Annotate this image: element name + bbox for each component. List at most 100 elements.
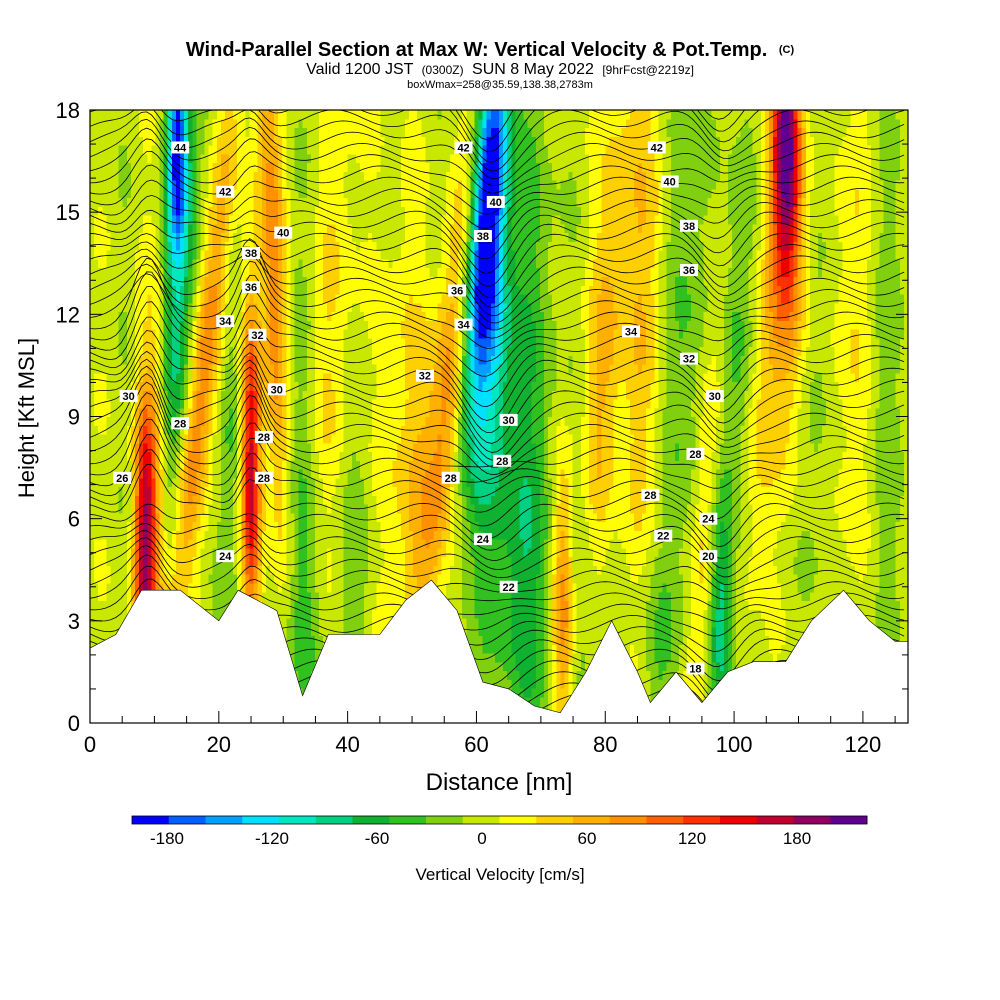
theta-isentrope [90,365,905,468]
colorbar-tick-label: -120 [255,829,289,848]
x-axis-label: Distance [nm] [426,769,573,796]
theta-isentrope [90,138,905,215]
y-tick-label: 6 [68,507,80,532]
theta-label: 24 [473,533,492,546]
theta-isentrope [90,164,905,244]
theta-label: 28 [641,488,660,502]
theta-isentrope [90,301,905,408]
theta-label: 26 [113,471,132,485]
theta-label: 36 [448,284,467,297]
theta-isentrope [90,316,905,421]
theta-label: 28 [493,454,512,468]
theta-label: 28 [686,447,705,461]
colorbar-swatch [426,816,464,824]
y-axis-label: Height [Kft MSL] [14,338,39,498]
colorbar-swatch [609,816,647,824]
theta-isentrope [90,373,905,476]
theta-isentrope [90,404,905,489]
theta-isentrope [90,110,905,180]
y-tick-label: 3 [68,609,80,634]
theta-isentrope [90,271,905,377]
subtitle-forecast: [9hrFcst@2219z] [602,63,694,77]
y-tick-label: 18 [56,98,80,123]
theta-isentrope [90,530,905,585]
theta-label: 30 [267,383,286,396]
theta-isentrope [90,522,905,578]
theta-isentrope [90,514,905,569]
theta-label: 36 [242,281,261,294]
svg-text:Valid 1200 JST (0300Z): Valid 1200 JST (0300Z) SUN 8 May 2022 [9… [306,61,694,78]
theta-isentrope [90,222,905,299]
colorbar-swatch [132,816,170,824]
colorbar-swatch [279,816,317,824]
theta-isentrope [90,463,905,548]
theta-label: 20 [699,550,718,563]
theta-isentrope [90,194,905,274]
colorbar-swatch [793,816,831,824]
theta-label: 34 [216,315,235,328]
x-axis: 0 20 40 60 80 100 120 [84,711,896,757]
subtitle-boxwmax: boxWmax=258@35.59,138.38,2783m [407,79,593,91]
theta-isentrope [90,238,905,331]
theta-label: 44 [171,141,190,154]
colorbar-swatch [462,816,500,824]
theta-isentrope [90,503,905,559]
theta-isentrope [90,118,905,194]
theta-label: 34 [454,318,473,332]
colorbar-tick-label: 0 [477,829,486,848]
colorbar-swatch [830,816,868,824]
y-tick-label: 12 [56,302,80,327]
colorbar-swatch [720,816,758,824]
colorbar-tick-label: 120 [678,829,706,848]
theta-isentrope [90,260,905,349]
theta-label: 42 [647,141,666,154]
theta-isentrope [455,110,746,152]
colorbar-swatch [315,816,353,824]
x-tick-label: 120 [845,732,882,757]
theta-label: 22 [654,529,673,543]
theta-isentrope [460,110,734,141]
theta-label: 30 [705,390,724,403]
x-tick-label: 80 [593,732,617,757]
theta-label: 24 [699,512,718,526]
colorbar-swatch [242,816,280,824]
subtitle-utc: (0300Z) [422,63,464,77]
theta-isentrope [90,285,905,392]
theta-isentrope [90,554,905,610]
colorbar-swatch [756,816,794,824]
theta-isentrope [90,110,905,172]
colorbar-swatch [499,816,537,824]
theta-label: 42 [454,141,473,154]
theta-label: 38 [242,247,261,260]
theta-isentrope [90,350,905,453]
svg-text:Wind-Parallel Section at Max W: Wind-Parallel Section at Max W: Vertical… [186,39,795,61]
chart-title: Wind-Parallel Section at Max W: Vertical… [186,39,767,61]
y-tick-label: 9 [68,405,80,430]
y-tick-label: 0 [68,711,80,736]
theta-label: 40 [486,195,505,209]
theta-isentrope [90,330,905,433]
theta-label: 28 [171,417,190,430]
theta-isentrope [267,110,869,163]
theta-isentrope [90,341,905,444]
theta-label: 18 [686,662,705,676]
colorbar-swatch [168,816,206,824]
colorbar-swatch [205,816,243,824]
colorbar-swatch [573,816,611,824]
colorbar-tick-label: 180 [783,829,811,848]
theta-isentrope [90,449,905,534]
theta-label: 28 [441,471,460,485]
colorbar-swatch [536,816,574,824]
x-tick-label: 0 [84,732,96,757]
theta-isentrope [90,545,905,600]
theta-isentrope [90,233,905,309]
theta-contour-labels: 44 42 40 38 36 34 32 30 30 28 28 26 28 24 42 40 38 36 34 32… [113,141,724,676]
theta-label: 32 [680,352,699,366]
theta-label: 40 [660,175,679,189]
theta-isentrope [90,179,905,260]
theta-isentrope [90,433,905,520]
theta-isentrope [90,241,905,317]
theta-label: 34 [622,325,641,338]
copyright-mark: (C) [779,44,795,56]
